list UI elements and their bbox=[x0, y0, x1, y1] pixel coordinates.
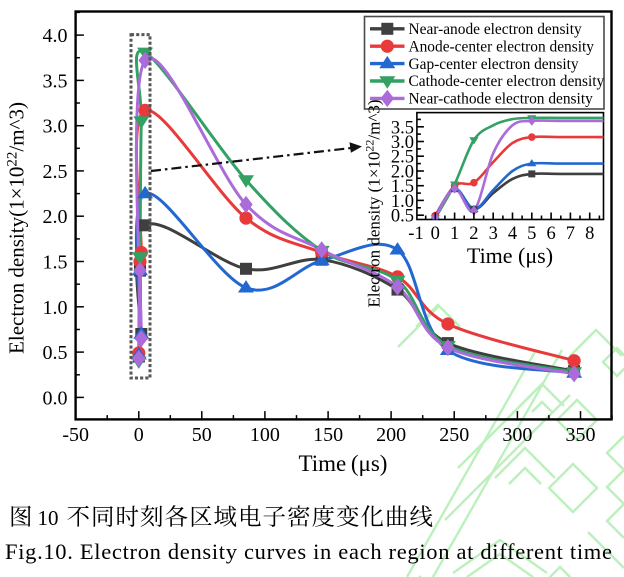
svg-text:Anode-center electron density: Anode-center electron density bbox=[409, 38, 595, 55]
svg-text:Near-anode electron density: Near-anode electron density bbox=[409, 21, 582, 38]
svg-text:200: 200 bbox=[376, 424, 406, 446]
svg-text:1.5: 1.5 bbox=[43, 252, 68, 274]
svg-text:2.5: 2.5 bbox=[43, 161, 68, 183]
svg-text:300: 300 bbox=[502, 424, 532, 446]
svg-text:3.5: 3.5 bbox=[43, 70, 68, 92]
svg-text:Fig.10. Electron density curve: Fig.10. Electron density curves in each … bbox=[5, 539, 612, 564]
svg-text:150: 150 bbox=[313, 424, 343, 446]
svg-text:2.5: 2.5 bbox=[391, 148, 414, 168]
svg-text:1.5: 1.5 bbox=[391, 177, 414, 197]
svg-text:Gap-center electron density: Gap-center electron density bbox=[409, 56, 579, 73]
svg-text:3.0: 3.0 bbox=[391, 133, 414, 153]
svg-text:2.0: 2.0 bbox=[391, 163, 414, 183]
svg-text:1: 1 bbox=[450, 224, 459, 244]
svg-text:10: 10 bbox=[38, 506, 59, 530]
svg-text:350: 350 bbox=[566, 424, 596, 446]
svg-text:3.5: 3.5 bbox=[391, 118, 414, 138]
svg-text:Electron density (1×1022/m^3): Electron density (1×1022/m^3) bbox=[363, 99, 384, 307]
svg-text:2: 2 bbox=[469, 224, 478, 244]
svg-text:5: 5 bbox=[527, 224, 536, 244]
svg-text:Near-cathode electron density: Near-cathode electron density bbox=[409, 91, 594, 108]
svg-text:1.0: 1.0 bbox=[43, 297, 68, 319]
svg-text:Time (μs): Time (μs) bbox=[467, 243, 553, 268]
svg-text:7: 7 bbox=[566, 224, 575, 244]
svg-text:8: 8 bbox=[585, 224, 594, 244]
svg-text:4.0: 4.0 bbox=[43, 25, 68, 47]
svg-text:-1: -1 bbox=[408, 224, 423, 244]
svg-text:0.0: 0.0 bbox=[43, 387, 68, 409]
svg-text:50: 50 bbox=[192, 424, 212, 446]
svg-text:0.5: 0.5 bbox=[43, 342, 68, 364]
svg-text:Electron density(1×1022/m^3): Electron density(1×1022/m^3) bbox=[5, 102, 29, 354]
svg-text:4: 4 bbox=[508, 224, 517, 244]
svg-text:0: 0 bbox=[431, 224, 440, 244]
svg-text:0: 0 bbox=[134, 424, 144, 446]
svg-text:2.0: 2.0 bbox=[43, 206, 68, 228]
svg-text:-50: -50 bbox=[62, 424, 89, 446]
svg-text:250: 250 bbox=[439, 424, 469, 446]
svg-text:100: 100 bbox=[250, 424, 280, 446]
svg-text:Cathode-center electron densit: Cathode-center electron density bbox=[409, 73, 605, 90]
svg-text:6: 6 bbox=[546, 224, 555, 244]
svg-text:0.5: 0.5 bbox=[391, 207, 414, 227]
svg-text:3: 3 bbox=[489, 224, 498, 244]
svg-text:3.0: 3.0 bbox=[43, 116, 68, 138]
svg-text:1.0: 1.0 bbox=[391, 192, 414, 212]
svg-text:Time (μs): Time (μs) bbox=[299, 451, 388, 476]
